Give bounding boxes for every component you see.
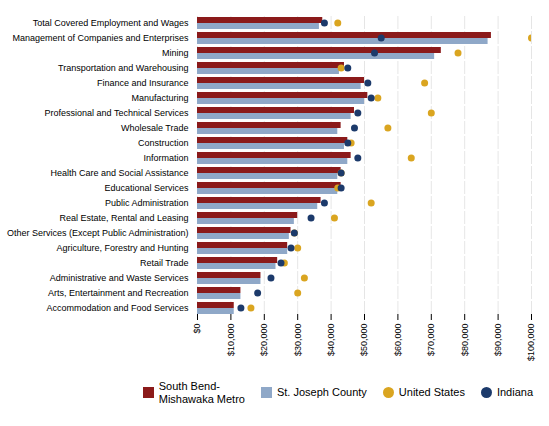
svg-text:Transportation and Warehousing: Transportation and Warehousing — [58, 63, 188, 73]
html-text:St. Joseph County: St. Joseph County — [277, 386, 367, 399]
svg-text:$10,000: $10,000 — [226, 324, 236, 357]
html-text:Indiana: Indiana — [496, 386, 533, 399]
svg-text:Health Care and Social Assista: Health Care and Social Assistance — [50, 168, 188, 178]
svg-text:Agriculture, Forestry and Hunt: Agriculture, Forestry and Hunting — [56, 243, 188, 253]
svg-text:Arts, Entertainment and Recrea: Arts, Entertainment and Recreation — [48, 288, 189, 298]
svg-text:Accommodation and Food Service: Accommodation and Food Services — [46, 303, 189, 313]
svg-text:Construction: Construction — [138, 138, 189, 148]
svg-text:Public Administration: Public Administration — [105, 198, 189, 208]
svg-text:Mining: Mining — [162, 48, 189, 58]
svg-text:$80,000: $80,000 — [460, 324, 470, 357]
html-text:United States: United States — [398, 386, 465, 399]
svg-text:$100,000: $100,000 — [526, 324, 536, 362]
svg-text:Total Covered Employment and W: Total Covered Employment and Wages — [33, 18, 189, 28]
svg-text:Professional and Technical Ser: Professional and Technical Services — [45, 108, 189, 118]
svg-text:$70,000: $70,000 — [426, 324, 436, 357]
html-text:South Bend- Mishawaka Metro: South Bend- Mishawaka Metro — [158, 380, 245, 405]
svg-text:$0: $0 — [192, 324, 202, 334]
svg-text:Other Services (Except Public: Other Services (Except Public Administra… — [7, 228, 189, 238]
svg-text:Finance and Insurance: Finance and Insurance — [97, 78, 189, 88]
svg-text:$30,000: $30,000 — [293, 324, 303, 357]
svg-text:$60,000: $60,000 — [393, 324, 403, 357]
svg-text:Information: Information — [143, 153, 188, 163]
svg-text:Retail Trade: Retail Trade — [140, 258, 189, 268]
svg-text:$20,000: $20,000 — [259, 324, 269, 357]
svg-text:$90,000: $90,000 — [493, 324, 503, 357]
svg-text:Administrative and Waste Servi: Administrative and Waste Services — [50, 273, 189, 283]
svg-text:$50,000: $50,000 — [359, 324, 369, 357]
svg-text:$40,000: $40,000 — [326, 324, 336, 357]
svg-text:Real Estate, Rental and Leasin: Real Estate, Rental and Leasing — [59, 213, 188, 223]
svg-text:Management of Companies and En: Management of Companies and Enterprises — [12, 33, 189, 43]
svg-text:Wholesale Trade: Wholesale Trade — [121, 123, 189, 133]
svg-text:Manufacturing: Manufacturing — [131, 93, 188, 103]
svg-text:Educational Services: Educational Services — [104, 183, 189, 193]
